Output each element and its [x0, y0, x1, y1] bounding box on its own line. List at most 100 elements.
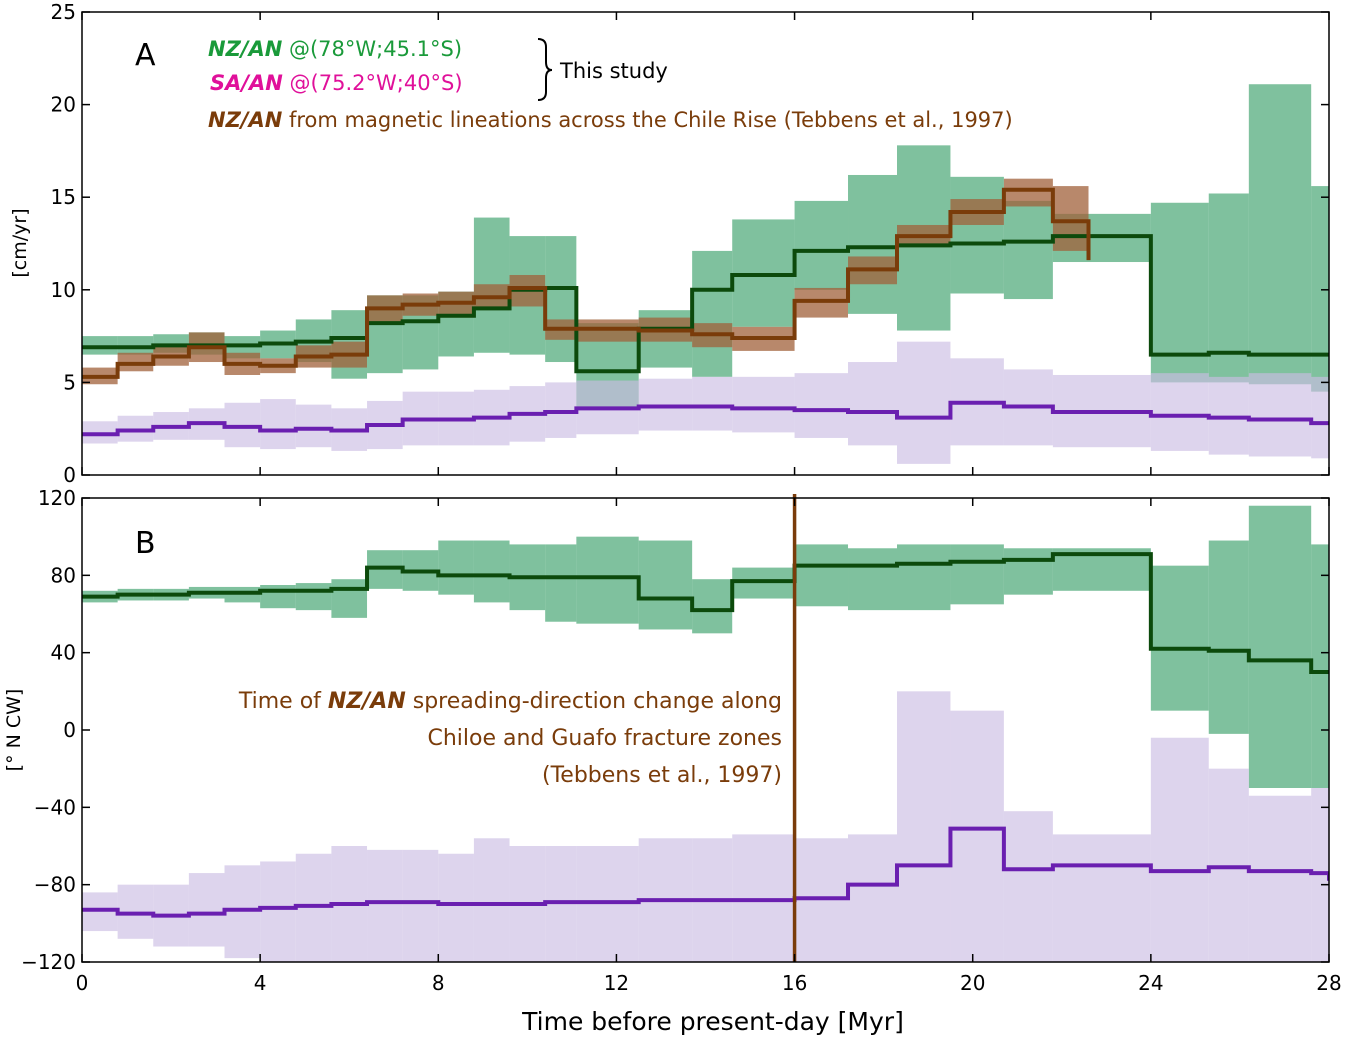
uncertainty-band-s0-15: [638, 540, 693, 630]
annotation-line-3: (Tebbens et al., 1997): [542, 763, 782, 788]
uncertainty-band-s0-18: [794, 200, 849, 290]
legend-entry-nz-an: NZ/AN @(78°W;45.1°S): [208, 37, 462, 61]
uncertainty-band-s0-6: [295, 583, 332, 611]
panel-a-ylabel: [cm/yr]: [9, 208, 31, 277]
y-tick-label-6: 120: [38, 486, 76, 510]
uncertainty-band-s0-18: [794, 544, 849, 607]
uncertainty-band-s0-10: [438, 540, 474, 595]
legend-text-sa-an: @(75.2°W;40°S): [283, 71, 463, 95]
panel-a-frame: [81, 11, 1330, 476]
uncertainty-band-s1-8: [367, 849, 403, 962]
annotation-suffix: spreading-direction change along: [406, 689, 782, 714]
uncertainty-band-s1-21: [950, 710, 1004, 962]
y-tick-label-5: 25: [51, 0, 76, 24]
uncertainty-band-s0-22: [1003, 548, 1053, 595]
x-tick-label-5: 20: [960, 971, 985, 995]
legend-key-sa-an: SA/AN: [210, 71, 283, 95]
y-tick-label-4: 40: [51, 641, 76, 665]
series-line-1: [82, 400, 1329, 437]
uncertainty-band-s1-18: [794, 373, 849, 438]
uncertainty-band-s0-21: [950, 176, 1004, 294]
uncertainty-band-s0-7: [331, 579, 368, 618]
panel-a-label: A: [135, 38, 156, 73]
uncertainty-band-s0-13: [545, 544, 577, 622]
x-tick-label-0: 0: [76, 971, 89, 995]
x-tick-label-6: 24: [1138, 971, 1163, 995]
y-tick-label-2: 10: [51, 278, 76, 302]
y-tick-label-2: −40: [34, 795, 76, 819]
uncertainty-band-s1-17: [732, 376, 795, 433]
legend-text-nz-an: @(78°W;45.1°S): [282, 37, 462, 61]
uncertainty-band-s1-26: [1248, 795, 1312, 962]
uncertainty-band-s0-11: [473, 540, 510, 603]
panel-b: −120 −80 −40 0 40 80 120 0 4 8 12 16 20 24 28 B [° N C…: [3, 486, 1342, 1036]
y-tick-label-0: 0: [63, 463, 76, 487]
annotation-key: NZ/AN: [328, 689, 406, 714]
uncertainty-band-s1-19: [848, 834, 898, 962]
uncertainty-band-s0-19: [848, 174, 898, 314]
panel-a-ticks: 0 5 10 15 20 25: [51, 0, 1330, 487]
uncertainty-band-s0-26: [1248, 505, 1312, 788]
uncertainty-band-s1-11: [473, 838, 510, 962]
uncertainty-band-s0-16: [692, 579, 733, 634]
annotation-prefix: Time of: [238, 689, 328, 714]
uncertainty-band-s1-24: [1150, 737, 1209, 962]
uncertainty-band-s0-24: [1150, 202, 1209, 383]
annotation-line-2: Chiloe and Guafo fracture zones: [427, 726, 782, 751]
uncertainty-band-s1-5: [260, 861, 296, 962]
y-tick-label-0: −120: [21, 950, 76, 974]
uncertainty-band-s0-27: [1311, 544, 1329, 788]
uncertainty-band-s0-13: [545, 236, 577, 363]
panel-b-ylabel: [° N CW]: [3, 689, 25, 772]
x-tick-label-1: 4: [254, 971, 267, 995]
legend-key-nz-an: NZ/AN: [208, 37, 283, 61]
uncertainty-band-s1-16: [692, 376, 733, 431]
uncertainty-band-s0-20: [897, 544, 951, 611]
y-tick-label-1: 5: [63, 370, 76, 394]
uncertainty-band-s0-24: [1150, 565, 1209, 711]
y-tick-label-4: 20: [51, 93, 76, 117]
uncertainty-band-s1-26: [1248, 373, 1312, 457]
legend-brace-icon: [537, 38, 553, 101]
uncertainty-band-s1-3: [188, 873, 225, 947]
uncertainty-band-s1-10: [438, 853, 474, 962]
legend-key-tebbens: NZ/AN: [208, 108, 283, 132]
x-tick-label-4: 16: [782, 971, 807, 995]
uncertainty-band-s0-19: [848, 548, 898, 611]
x-tick-label-3: 12: [604, 971, 629, 995]
uncertainty-band-s0-27: [1311, 186, 1329, 392]
panel-a: 0 5 10 15 20 25 A [cm/yr] NZ/AN @(78°W;45.1°S…: [9, 0, 1330, 487]
legend-entry-sa-an: SA/AN @(75.2°W;40°S): [210, 71, 463, 95]
series-line-1: [82, 826, 1329, 918]
uncertainty-band-s0-22: [1003, 200, 1053, 300]
x-tick-label-7: 28: [1316, 971, 1341, 995]
uncertainty-band-s1-24: [1150, 373, 1209, 451]
panel-b-lines: [82, 552, 1329, 918]
series-line-2: [82, 187, 1091, 379]
panel-b-annotation: Time of NZ/AN spreading-direction change…: [238, 689, 782, 788]
x-axis-label: Time before present-day [Myr]: [521, 1007, 904, 1036]
uncertainty-band-s0-25: [1208, 540, 1249, 734]
legend-text-tebbens: from magnetic lineations across the Chil…: [282, 108, 1012, 132]
uncertainty-band-s2-23: [1052, 186, 1089, 251]
series-line-0: [82, 234, 1329, 374]
panel-b-ticks: −120 −80 −40 0 40 80 120 0 4 8 12 16 20 24 28: [21, 486, 1342, 995]
series-line-0: [82, 552, 1329, 674]
panel-a-legend: NZ/AN @(78°W;45.1°S) SA/AN @(75.2°W;40°S…: [208, 37, 1013, 132]
panel-a-lines: [82, 187, 1329, 437]
annotation-line-1: Time of NZ/AN spreading-direction change…: [238, 689, 782, 714]
uncertainty-band-s1-23: [1052, 834, 1151, 962]
legend-bracket-label: This study: [559, 59, 668, 83]
uncertainty-band-s1-27: [1311, 376, 1329, 459]
y-tick-label-1: −80: [34, 873, 76, 897]
legend-entry-tebbens: NZ/AN from magnetic lineations across th…: [208, 108, 1013, 132]
uncertainty-band-s1-6: [295, 404, 332, 448]
x-tick-label-2: 8: [432, 971, 445, 995]
uncertainty-band-s0-16: [692, 250, 733, 377]
y-tick-label-5: 80: [51, 563, 76, 587]
y-tick-label-3: 0: [63, 718, 76, 742]
uncertainty-band-s1-5: [260, 399, 296, 450]
uncertainty-band-s1-9: [402, 849, 439, 962]
uncertainty-band-s0-14: [576, 536, 639, 624]
